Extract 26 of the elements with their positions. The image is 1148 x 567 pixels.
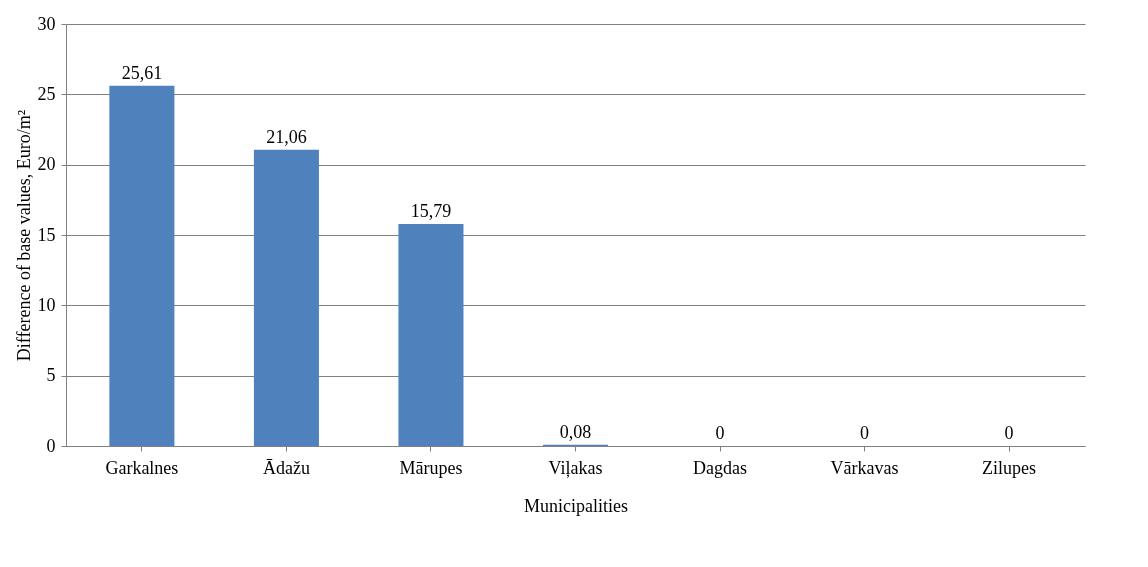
x-tick-label: Ādažu — [262, 457, 310, 478]
data-label: 15,79 — [410, 200, 452, 221]
bar — [398, 223, 464, 446]
data-label: 0 — [715, 423, 725, 443]
data-label: 21,06 — [266, 126, 307, 147]
bar — [109, 85, 175, 446]
y-tick-label: 25 — [37, 83, 56, 104]
y-tick-label: 20 — [37, 154, 56, 175]
y-tick-label: 0 — [46, 435, 56, 456]
bar — [253, 149, 319, 446]
x-tick-label: Vārkavas — [830, 457, 899, 478]
x-tick-label: Dagdas — [693, 457, 748, 478]
data-label: 25,61 — [121, 62, 163, 83]
y-tick-label: 10 — [37, 294, 56, 315]
y-tick-label: 30 — [37, 13, 56, 34]
y-tick-label: 5 — [46, 365, 56, 386]
x-tick-label: Mārupes — [399, 457, 463, 478]
x-tick-label: Zilupes — [982, 457, 1037, 478]
y-axis-title: Difference of base values, Euro/m² — [13, 109, 34, 362]
y-tick-label: 15 — [37, 224, 56, 245]
data-label: 0 — [860, 423, 870, 443]
data-label: 0,08 — [559, 421, 592, 442]
data-label: 0 — [1004, 423, 1014, 443]
x-axis-title: Municipalities — [524, 495, 628, 516]
x-tick-label: Garkalnes — [105, 457, 179, 478]
x-tick-label: Viļakas — [548, 457, 603, 478]
